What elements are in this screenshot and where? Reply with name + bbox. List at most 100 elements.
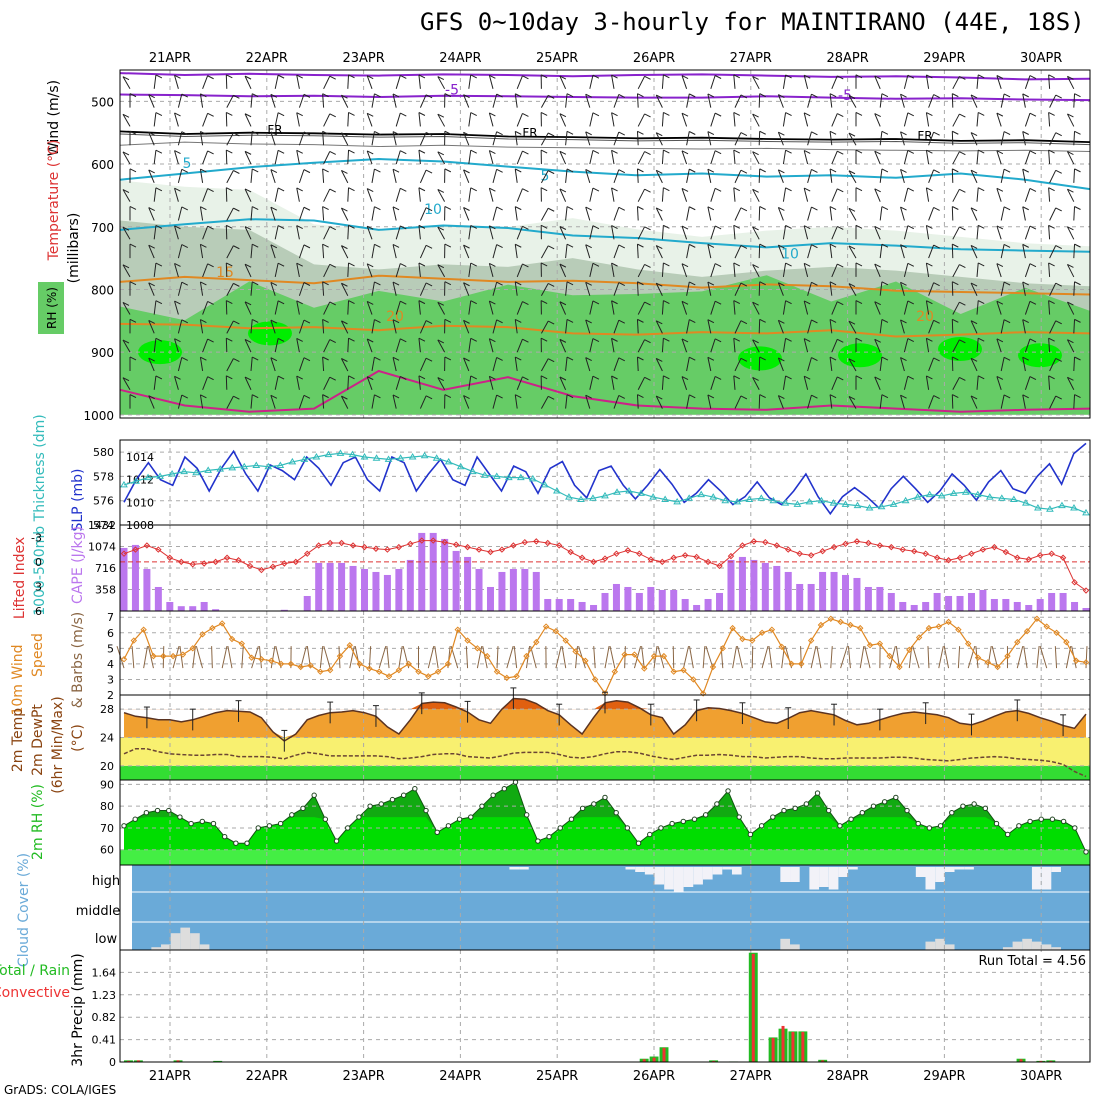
wind-speed-marker bbox=[277, 660, 285, 668]
wind-barb-flag bbox=[515, 206, 522, 211]
wind-barb-flag bbox=[970, 282, 978, 287]
li-tick-label: 3 bbox=[35, 580, 42, 593]
wind-barb-flag bbox=[540, 187, 548, 192]
wind-barb-flag bbox=[374, 168, 381, 173]
wind-barb-flag bbox=[881, 394, 889, 399]
wind-barb-flag bbox=[418, 112, 426, 116]
wind-barb bbox=[419, 132, 427, 146]
wind-barb bbox=[540, 396, 549, 409]
wind-barb-flag bbox=[881, 356, 889, 361]
wind-barb bbox=[1049, 245, 1057, 259]
wind-barb bbox=[613, 395, 620, 409]
lifted-index-marker bbox=[693, 553, 700, 561]
wind-barb-flag bbox=[926, 112, 933, 117]
wind-barb bbox=[707, 244, 712, 259]
high-cloud-cell bbox=[828, 867, 839, 890]
rh-marker bbox=[602, 794, 608, 801]
cape-bar bbox=[704, 598, 712, 611]
wind-barb bbox=[418, 187, 421, 202]
thickness-marker bbox=[1021, 499, 1030, 506]
wind-barb-flag bbox=[566, 206, 574, 211]
wind-barb-flag bbox=[148, 357, 155, 362]
wind-barb-flag bbox=[611, 375, 618, 380]
rh-marker bbox=[546, 833, 552, 840]
wind-barb-flag bbox=[618, 206, 626, 211]
lifted-index-marker bbox=[1036, 552, 1044, 559]
wind-barb-flag bbox=[270, 93, 278, 98]
wind-barb bbox=[661, 262, 664, 277]
wind-barb bbox=[177, 244, 183, 259]
wind-barb-flag bbox=[644, 75, 651, 80]
thickness-marker bbox=[528, 474, 537, 482]
cape-bar bbox=[177, 606, 185, 611]
thickness-marker bbox=[240, 462, 249, 470]
surface-wind-barb bbox=[386, 646, 390, 669]
wind-barb bbox=[707, 357, 712, 372]
wind-barb bbox=[298, 244, 305, 259]
wind-barb bbox=[153, 262, 157, 277]
wind-barb-flag bbox=[400, 74, 407, 79]
wind-barb bbox=[122, 76, 131, 90]
lifted-index-marker bbox=[670, 554, 677, 561]
wind-barb bbox=[226, 170, 234, 184]
cape-bar bbox=[578, 601, 586, 611]
wind-barb-flag bbox=[1067, 151, 1074, 156]
wind-barb bbox=[437, 377, 446, 391]
wind-barb bbox=[323, 339, 331, 353]
cape-bar bbox=[441, 538, 449, 611]
wind-barb bbox=[589, 150, 594, 165]
wind-speed-marker bbox=[248, 654, 255, 661]
lifted-index-marker bbox=[888, 543, 895, 551]
wind-barb-flag bbox=[515, 93, 522, 98]
wind-barb bbox=[322, 281, 325, 296]
li-tick-label: -3 bbox=[31, 531, 42, 544]
wind-barb-flag bbox=[366, 225, 374, 230]
wind-barb-flag bbox=[277, 149, 285, 154]
rh-marker bbox=[837, 823, 843, 829]
wind-barb bbox=[952, 113, 960, 127]
wind-speed-marker bbox=[385, 673, 393, 680]
wind-barb-flag bbox=[522, 338, 529, 343]
wind-speed-marker bbox=[915, 634, 923, 641]
wind-speed-marker bbox=[425, 673, 432, 680]
low-cloud-cell bbox=[161, 944, 171, 950]
wind-barb bbox=[782, 225, 787, 240]
wind-barb bbox=[298, 319, 305, 334]
wind-barb-flag bbox=[174, 338, 181, 343]
wind-barb-flag bbox=[933, 169, 940, 174]
wind-barb-flag bbox=[837, 150, 844, 155]
wind-barb-flag bbox=[244, 263, 252, 268]
wind-barb-flag bbox=[348, 337, 355, 342]
cape-bar bbox=[853, 577, 861, 611]
wind-barb-flag bbox=[400, 187, 407, 192]
date-label-top: 26APR bbox=[633, 51, 675, 66]
wind-barb-flag bbox=[959, 226, 966, 231]
wind-barb-flag bbox=[277, 338, 285, 342]
wind-barb bbox=[874, 75, 881, 90]
wind-barb-flag bbox=[348, 187, 355, 192]
wind-barb-flag bbox=[329, 226, 336, 231]
wind-barb-flag bbox=[251, 356, 259, 361]
lifted-index-marker bbox=[727, 552, 735, 560]
wind-barb-flag bbox=[522, 301, 529, 306]
ylabel-thickness: 1000-500mb Thickness (dm) bbox=[32, 414, 48, 615]
wind-barb bbox=[1073, 131, 1076, 146]
thickness-marker bbox=[516, 473, 525, 481]
wind-barb-flag bbox=[437, 339, 445, 344]
surface-wind-barb bbox=[561, 646, 567, 669]
wind-barb bbox=[803, 187, 809, 202]
wind-speed-marker bbox=[179, 651, 187, 658]
wind-barb-flag bbox=[270, 131, 278, 136]
lifted-index-marker bbox=[510, 542, 517, 549]
thickness-marker bbox=[432, 454, 441, 461]
wind-barb bbox=[613, 169, 620, 184]
wind-barb-flag bbox=[155, 74, 163, 79]
wind-barb bbox=[900, 282, 905, 296]
wind-barb-flag bbox=[707, 356, 715, 361]
wind-barb bbox=[202, 188, 209, 202]
wind-barb-flag bbox=[366, 188, 374, 192]
thickness-marker bbox=[132, 477, 140, 484]
wind-barb-flag bbox=[463, 357, 470, 362]
wind-barb-flag bbox=[900, 394, 907, 399]
wind-barb-flag bbox=[470, 224, 477, 229]
